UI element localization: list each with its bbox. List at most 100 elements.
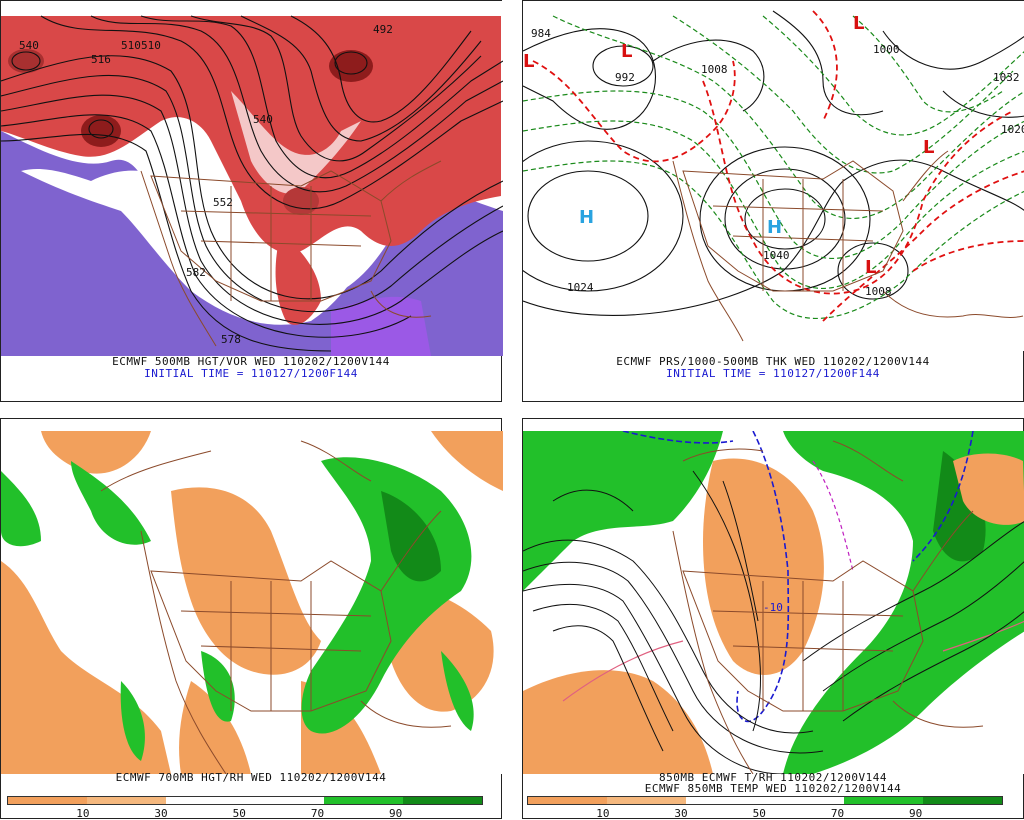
isobar-label: 984 (531, 27, 551, 40)
map-850mb-temp-humidity: -10 (523, 431, 1024, 786)
colorbar-tick: 90 (389, 807, 403, 820)
freezing-isotherm (912, 431, 974, 562)
colorbar-segment (844, 797, 923, 804)
very-moist-area (933, 451, 986, 562)
panel-700mb-relative-humidity: ECMWF 700MB HGT/RH WED 110202/1200V144 1… (0, 418, 503, 820)
dry-area (179, 681, 251, 774)
low-pressure-label: L (853, 13, 864, 34)
contour-label: 578 (221, 333, 241, 346)
contour-label: 516 (91, 53, 111, 66)
temp-850-map-svg: -10 (523, 431, 1024, 774)
contour-label: 540 (253, 113, 273, 126)
colorbar-segment (403, 797, 482, 804)
isobar-label: 1008 (865, 285, 892, 298)
rh-colorbar (7, 796, 483, 805)
dry-area (171, 487, 321, 675)
very-moist-area (381, 491, 441, 582)
vorticity-maximum (283, 187, 319, 215)
negative-vorticity-area (331, 296, 431, 356)
colorbar-tick: 30 (674, 807, 688, 820)
high-pressure-label: H (767, 217, 782, 238)
pressure-map-svg: H H L L L L L 984 992 1008 1024 1040 100… (523, 1, 1024, 351)
rh-colorbar (527, 796, 1003, 805)
colorbar-tick: 10 (76, 807, 90, 820)
moist-area (71, 461, 151, 545)
neutral-area (231, 91, 361, 194)
isotherm-pink (942, 620, 1024, 652)
rh-colorbar-labels: 10 30 50 70 90 (7, 807, 481, 820)
colorbar-segment (166, 797, 245, 804)
colorbar-tick: 50 (232, 807, 246, 820)
contour-label: 510 (121, 39, 141, 52)
moist-area (120, 681, 145, 761)
map-700mb-humidity (1, 431, 503, 786)
dry-area (953, 453, 1024, 525)
isotherm-magenta (812, 460, 854, 572)
colorbar-tick: 70 (310, 807, 325, 820)
isobar-label: 1024 (567, 281, 594, 294)
colorbar-segment (324, 797, 403, 804)
colorbar-tick: 90 (909, 807, 923, 820)
humidity-700-map-svg (1, 431, 503, 774)
panel-surface-pressure-thickness: H H L L L L L 984 992 1008 1024 1040 100… (522, 0, 1024, 402)
thickness-lines-warm (532, 10, 1024, 322)
panel-850mb-temperature-humidity: -10 850MB ECMWF T/RH 110202/1200V144 ECM… (522, 418, 1024, 820)
freezing-isotherm (622, 431, 734, 444)
colorbar-tick: 30 (154, 807, 168, 820)
map-500mb-vorticity: 540 516 510 552 540 582 578 510 492 (1, 1, 503, 356)
map-surface-pressure: H H L L L L L 984 992 1008 1024 1040 100… (523, 1, 1024, 351)
isobar-label: 1008 (701, 63, 728, 76)
moist-area (201, 651, 235, 722)
panel-title: ECMWF 500MB HGT/VOR WED 110202/1200V144 (112, 355, 390, 368)
colorbar-segment (87, 797, 166, 804)
low-pressure-label: L (923, 137, 934, 158)
moist-area (441, 651, 474, 731)
political-boundaries (672, 150, 1024, 342)
low-pressure-label: L (865, 257, 876, 278)
initial-time-label: INITIAL TIME = 110127/1200F144 (666, 367, 880, 380)
freezing-isotherm (736, 431, 790, 723)
thickness-lines-cold (523, 15, 1024, 320)
moist-area (301, 457, 472, 734)
colorbar-tick: 50 (752, 807, 766, 820)
high-pressure-label: H (579, 207, 594, 228)
colorbar-segment (607, 797, 686, 804)
contour-label: 510 (141, 39, 161, 52)
panel-subtitle: ECMWF 850MB TEMP WED 110202/1200V144 (644, 782, 902, 795)
rh-colorbar-labels: 10 30 50 70 90 (527, 807, 1001, 820)
colorbar-segment (245, 797, 324, 804)
isotherm-label: -10 (763, 601, 783, 614)
contour-label: 540 (19, 39, 39, 52)
height-contours (1, 15, 503, 352)
panel-title: 850MB ECMWF T/RH 110202/1200V144 (659, 771, 887, 784)
contour-label-group: 540 516 510 552 540 582 578 510 492 (19, 23, 393, 346)
low-pressure-label: L (523, 51, 534, 72)
colorbar-segment (923, 797, 1002, 804)
colorbar-segment (528, 797, 607, 804)
isobar-label: 1000 (873, 43, 900, 56)
vorticity-maximum (8, 49, 44, 73)
isobar-label: 992 (615, 71, 635, 84)
isobar-label-group: 984 992 1008 1024 1040 1008 1032 1020 10… (531, 27, 1024, 298)
isobar-label: 1032 (993, 71, 1020, 84)
political-boundaries (100, 440, 452, 774)
political-boundaries (672, 440, 984, 774)
moist-area (1, 471, 41, 547)
contour-label: 552 (213, 196, 233, 209)
colorbar-segment (765, 797, 844, 804)
dry-area (431, 431, 503, 491)
colorbar-segment (686, 797, 765, 804)
colorbar-tick: 70 (830, 807, 845, 820)
temperature-contours (523, 470, 1024, 774)
isobar-label: 1040 (763, 249, 790, 262)
colorbar-segment (8, 797, 87, 804)
panel-500mb-vorticity: 540 516 510 552 540 582 578 510 492 ECMW… (0, 0, 503, 402)
panel-title: ECMWF PRS/1000-500MB THK WED 110202/1200… (616, 355, 930, 368)
political-boundaries (140, 160, 442, 347)
low-pressure-label: L (621, 41, 632, 62)
vorticity-maximum (81, 115, 121, 147)
contour-label: 582 (186, 266, 206, 279)
moist-area (523, 431, 723, 591)
vorticity-map-svg: 540 516 510 552 540 582 578 510 492 (1, 1, 503, 356)
contour-label: 492 (373, 23, 393, 36)
